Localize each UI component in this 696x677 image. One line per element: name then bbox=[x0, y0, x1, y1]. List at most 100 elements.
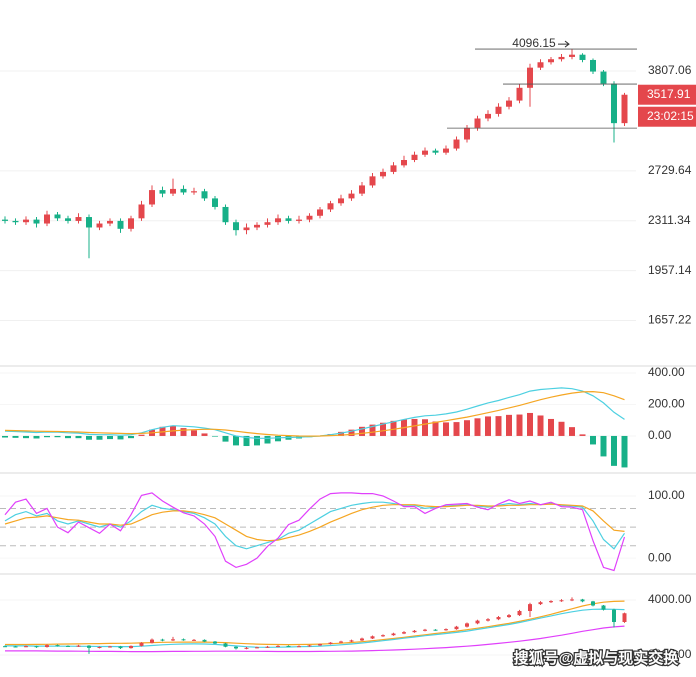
macd-bar bbox=[233, 435, 239, 446]
candle-body bbox=[317, 209, 323, 216]
candle-body bbox=[327, 203, 334, 210]
candle-body bbox=[149, 190, 155, 205]
candle-body bbox=[191, 191, 197, 193]
current-price-label: 3517.91 bbox=[647, 87, 691, 101]
candle-body bbox=[201, 191, 208, 199]
macd-bar bbox=[422, 419, 428, 436]
macd-bar bbox=[611, 435, 617, 466]
candle-body bbox=[621, 94, 628, 124]
macd-bar bbox=[411, 418, 418, 436]
candle-body bbox=[160, 639, 165, 641]
candle-body bbox=[255, 647, 259, 649]
macd-bar bbox=[348, 429, 355, 436]
candle-body bbox=[411, 154, 418, 161]
countdown-box bbox=[638, 106, 696, 127]
candle-body bbox=[380, 171, 386, 177]
macd-bar bbox=[359, 426, 365, 436]
candle-body bbox=[381, 635, 385, 637]
macd-bar bbox=[432, 421, 439, 436]
series-line bbox=[4, 492, 626, 572]
candle-body bbox=[601, 605, 606, 610]
macd-bar bbox=[12, 435, 19, 438]
candle-body bbox=[559, 600, 564, 602]
candle-body bbox=[402, 632, 406, 634]
macd-bar bbox=[369, 424, 376, 436]
macd-bar bbox=[338, 431, 344, 436]
candle-body bbox=[138, 204, 145, 219]
candle-body bbox=[569, 54, 575, 57]
candle-body bbox=[538, 602, 543, 605]
candle-body bbox=[558, 56, 565, 60]
candle-body bbox=[107, 220, 113, 224]
macd-bar bbox=[453, 422, 460, 436]
y-tick-label: 200.00 bbox=[648, 397, 685, 411]
macd-bar bbox=[548, 418, 554, 436]
candle-body bbox=[506, 100, 512, 107]
candle-body bbox=[254, 224, 260, 228]
candle-body bbox=[96, 223, 103, 228]
y-tick-label: 2729.64 bbox=[648, 163, 692, 177]
candle-body bbox=[527, 67, 533, 88]
macd-bar bbox=[495, 416, 502, 436]
candle-body bbox=[170, 188, 176, 194]
macd-bar bbox=[569, 427, 575, 436]
candle-body bbox=[212, 198, 218, 207]
candle-body bbox=[129, 645, 133, 649]
y-tick-label: 4000.00 bbox=[648, 592, 692, 606]
macd-bar bbox=[600, 435, 607, 457]
candle-body bbox=[443, 148, 449, 153]
macd-bar bbox=[191, 430, 197, 436]
macd-bar bbox=[527, 412, 533, 436]
candle-body bbox=[496, 617, 501, 620]
candle-body bbox=[65, 218, 71, 221]
candle-body bbox=[433, 629, 438, 631]
candle-body bbox=[412, 630, 417, 633]
candle-body bbox=[307, 645, 312, 647]
candle-body bbox=[128, 218, 134, 229]
macd-bar bbox=[390, 420, 397, 436]
candle-body bbox=[390, 165, 397, 172]
candle-body bbox=[528, 604, 532, 611]
candle-body bbox=[44, 214, 50, 224]
candle-body bbox=[360, 638, 364, 641]
countdown-label: 23:02:15 bbox=[647, 109, 694, 123]
candle-body bbox=[432, 150, 439, 153]
macd-bar bbox=[180, 428, 187, 436]
macd-bar bbox=[138, 434, 145, 436]
candle-body bbox=[306, 215, 313, 220]
candle-body bbox=[328, 642, 333, 644]
macd-bar bbox=[96, 435, 103, 440]
candle-body bbox=[24, 646, 28, 648]
macd-bar bbox=[23, 435, 29, 439]
current-price-box bbox=[638, 84, 696, 105]
candle-body bbox=[516, 87, 523, 101]
y-tick-label: 2000.00 bbox=[648, 647, 692, 661]
macd-bar bbox=[443, 422, 449, 436]
candle-body bbox=[475, 620, 480, 624]
candle-body bbox=[486, 619, 490, 621]
candle-body bbox=[622, 613, 627, 622]
candle-body bbox=[75, 217, 82, 221]
y-tick-label: 2311.34 bbox=[648, 213, 691, 227]
watermark: 搜狐号@虚拟与现实交换 bbox=[514, 649, 680, 667]
macd-bar bbox=[201, 433, 208, 436]
macd-bar bbox=[485, 416, 491, 436]
y-tick-label: 1957.14 bbox=[648, 263, 692, 277]
candle-body bbox=[244, 647, 249, 649]
macd-bar bbox=[75, 435, 82, 439]
candle-body bbox=[23, 219, 29, 223]
candle-body bbox=[444, 629, 448, 631]
y-tick-label: 0.00 bbox=[648, 550, 672, 564]
candle-body bbox=[54, 214, 61, 219]
high-marker-arrow bbox=[558, 40, 570, 48]
candle-body bbox=[465, 623, 469, 627]
macd-bar bbox=[380, 422, 386, 436]
macd-bar bbox=[464, 420, 470, 436]
candle-body bbox=[570, 599, 574, 601]
macd-bar bbox=[117, 435, 124, 440]
candle-body bbox=[612, 609, 616, 622]
candle-body bbox=[453, 139, 460, 149]
macd-bar bbox=[212, 435, 218, 437]
candle-body bbox=[464, 127, 470, 140]
